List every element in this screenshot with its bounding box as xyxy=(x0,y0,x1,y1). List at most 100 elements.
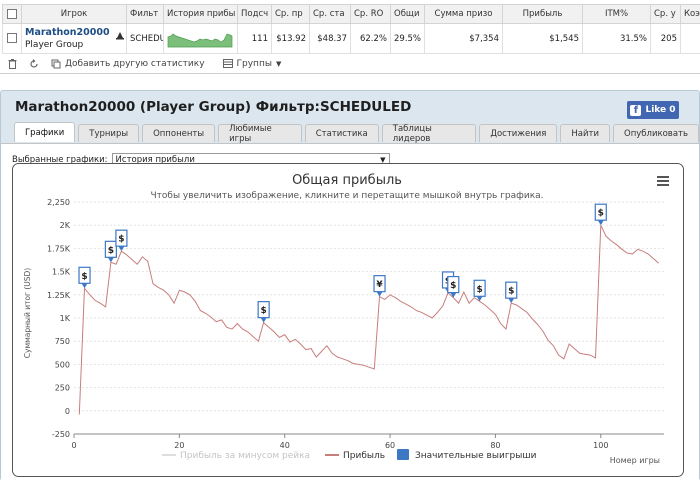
tab-tournaments[interactable]: Турниры xyxy=(78,124,140,142)
checkbox-icon[interactable] xyxy=(7,8,17,19)
select-all-checkbox[interactable] xyxy=(2,4,22,24)
menu-icon[interactable] xyxy=(657,176,669,186)
marker-pointer xyxy=(81,283,88,289)
column-header-profit[interactable]: Прибыль xyxy=(502,4,583,24)
marker-pointer xyxy=(476,296,483,302)
column-header-prize-sum[interactable]: Сумма призо xyxy=(424,4,503,24)
table-row[interactable]: Marathon20000 Player Group SCHEDU 111 $1… xyxy=(2,23,700,54)
y-tick-label: 1.5K xyxy=(52,268,71,277)
y-tick-label: 1.75K xyxy=(47,244,71,253)
tab-charts[interactable]: Графики xyxy=(14,122,76,142)
chevron-down-icon: ▼ xyxy=(275,59,282,68)
column-header-profit-history[interactable]: История прибы xyxy=(163,4,238,24)
marker-label: $ xyxy=(108,246,114,256)
legend-item[interactable]: Прибыль за минусом рейка xyxy=(162,451,310,461)
column-header-itm[interactable]: ITM% xyxy=(582,4,651,24)
chart-selector-label: Выбранные графики: xyxy=(12,154,108,165)
player-cell[interactable]: Marathon20000 Player Group xyxy=(21,23,127,54)
add-stat-button[interactable]: Добавить другую статистику xyxy=(51,59,205,69)
y-tick-label: 500 xyxy=(55,360,70,369)
column-header-filter[interactable]: Фильт xyxy=(126,4,164,24)
chart-selector-value: История прибыли xyxy=(115,154,195,165)
marker-label: $ xyxy=(476,285,482,295)
y-axis-label: Суммарный итог (USD) xyxy=(23,268,32,359)
avg-roi-cell: 62.2% xyxy=(350,23,391,54)
marker-label: $ xyxy=(598,209,604,219)
chart-frame xyxy=(12,163,684,477)
profit-sparkline xyxy=(167,33,233,47)
facebook-like-button[interactable]: f Like 0 xyxy=(627,101,679,119)
marker-box xyxy=(594,203,607,221)
legend-item[interactable]: Прибыль xyxy=(325,451,385,461)
player-name-link[interactable]: Marathon20000 xyxy=(25,27,110,38)
column-header-avg-u[interactable]: Ср. у xyxy=(650,4,681,24)
big-win-marker[interactable]: $ xyxy=(104,240,117,263)
big-win-marker[interactable]: $ xyxy=(78,266,91,289)
tab-find[interactable]: Найти xyxy=(560,124,610,142)
marker-pointer xyxy=(260,317,267,323)
stats-header-row: Игрок Фильт История прибы Подсч Ср. пр С… xyxy=(2,4,700,24)
player-group-label: Player Group xyxy=(25,40,84,50)
marker-box xyxy=(78,266,91,284)
chart-legend: Прибыль за минусом рейка Прибыль Значитель… xyxy=(162,449,537,461)
trash-icon xyxy=(8,58,17,69)
column-header-total[interactable]: Общи xyxy=(390,4,425,24)
legend-item[interactable]: Значительные выигрыши xyxy=(397,449,537,461)
groups-dropdown[interactable]: Группы ▼ xyxy=(222,58,282,69)
delete-button[interactable] xyxy=(8,58,21,69)
big-win-marker[interactable]: $ xyxy=(447,275,460,298)
marker-box xyxy=(373,275,386,293)
marker-box xyxy=(104,240,117,258)
chart-subtitle: Чтобы увеличить изображение, кликните и … xyxy=(150,191,543,201)
big-win-marker[interactable]: $ xyxy=(505,281,518,304)
marker-label: $ xyxy=(81,272,87,282)
big-win-marker[interactable]: $ xyxy=(473,279,486,302)
big-win-marker[interactable]: $ xyxy=(115,229,128,252)
legend-label: Значительные выигрыши xyxy=(415,451,537,461)
profit-chart[interactable]: Общая прибыль Чтобы увеличить изображени… xyxy=(12,163,684,477)
column-header-avg-profit[interactable]: Ср. пр xyxy=(271,4,310,24)
column-header-avg-stake[interactable]: Ср. ста xyxy=(309,4,351,24)
marker-pointer xyxy=(118,246,125,252)
marker-box xyxy=(473,279,486,297)
refresh-button[interactable] xyxy=(29,58,43,69)
marker-pointer xyxy=(450,292,457,298)
profit-sparkline-cell xyxy=(163,23,238,54)
x-tick-label: 80 xyxy=(490,441,500,450)
chart-title: Общая прибыль xyxy=(292,173,402,188)
wizard-hat-icon xyxy=(116,32,124,40)
column-header-count[interactable]: Подсч xyxy=(237,4,272,24)
y-tick-label: 1.25K xyxy=(47,291,71,300)
marker-label: $ xyxy=(450,281,456,291)
stats-toolbar: Добавить другую статистику Группы ▼ xyxy=(0,55,700,72)
profit-cell: $1,545 xyxy=(502,23,583,54)
big-win-marker[interactable]: $ xyxy=(594,203,607,226)
checkbox-icon[interactable] xyxy=(7,33,17,44)
tab-achievements[interactable]: Достижения xyxy=(479,124,558,142)
marker-box xyxy=(115,229,128,247)
column-header-turbo-coef[interactable]: Коэф. турб xyxy=(680,4,700,24)
marker-pointer xyxy=(597,220,604,226)
x-tick-label: 20 xyxy=(174,441,184,450)
x-tick-label: 60 xyxy=(385,441,395,450)
row-checkbox[interactable] xyxy=(2,23,22,54)
big-win-marker[interactable]: $ xyxy=(257,301,270,323)
tab-bar: Графики Турниры Оппоненты Любимые игры С… xyxy=(14,122,699,144)
tab-publish[interactable]: Опубликовать xyxy=(613,124,699,142)
marker-label: ¥ xyxy=(376,280,383,290)
tab-statistics[interactable]: Статистика xyxy=(304,124,379,142)
turbo-coef-cell: 9% xyxy=(680,23,700,54)
x-tick-label: 100 xyxy=(593,441,608,450)
facebook-like-label: Like 0 xyxy=(645,105,676,115)
stats-table: Игрок Фильт История прибы Подсч Ср. пр С… xyxy=(2,4,700,54)
page-title: Marathon20000 (Player Group) Фильтр:SCHE… xyxy=(15,99,412,115)
tab-favorite-games[interactable]: Любимые игры xyxy=(218,124,302,144)
groups-label: Группы xyxy=(236,58,272,69)
column-header-player[interactable]: Игрок xyxy=(21,4,127,24)
x-tick-label: 40 xyxy=(280,441,290,450)
big-win-marker[interactable]: ¥ xyxy=(373,275,386,297)
refresh-icon xyxy=(30,58,38,68)
column-header-avg-roi[interactable]: Ср. RO xyxy=(350,4,391,24)
tab-leaderboards[interactable]: Таблицы лидеров xyxy=(381,124,477,144)
tab-opponents[interactable]: Оппоненты xyxy=(142,124,216,142)
